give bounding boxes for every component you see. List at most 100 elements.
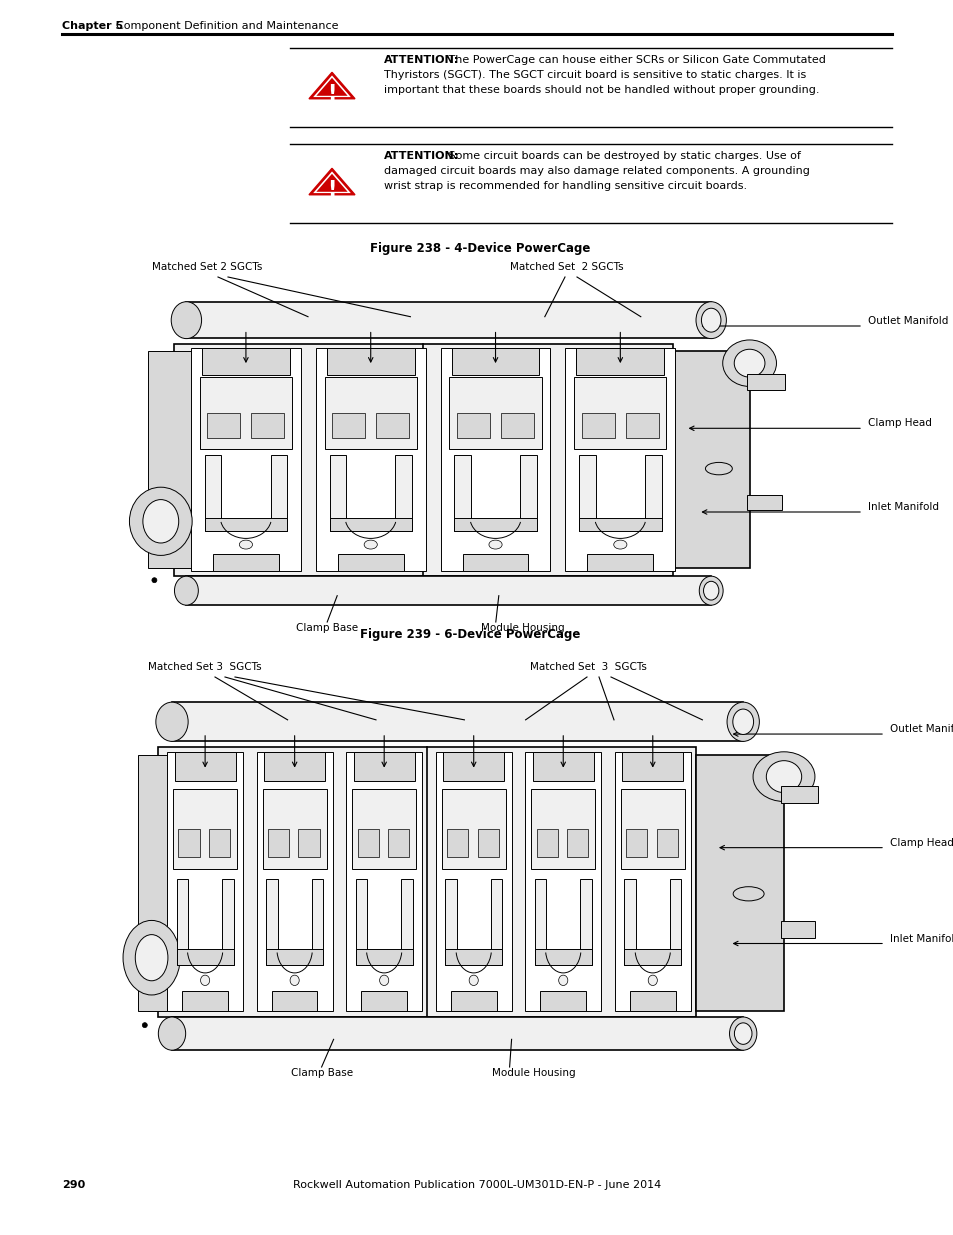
Bar [536, 829, 558, 857]
Bar [352, 789, 416, 869]
Text: Inlet Manifold: Inlet Manifold [889, 934, 953, 944]
Text: !: ! [327, 84, 336, 104]
Text: Matched Set  3  SGCTs: Matched Set 3 SGCTs [530, 662, 646, 672]
Bar [576, 348, 663, 375]
Text: damaged circuit boards may also damage related components. A grounding: damaged circuit boards may also damage r… [384, 165, 809, 177]
Bar [337, 553, 403, 572]
Bar [388, 829, 409, 857]
Bar [205, 517, 287, 531]
Bar [451, 348, 538, 375]
Bar [620, 789, 684, 869]
Ellipse shape [700, 309, 720, 332]
Bar [477, 829, 498, 857]
Polygon shape [309, 168, 355, 195]
Bar [539, 990, 585, 1011]
Bar [271, 456, 287, 531]
Polygon shape [313, 75, 351, 98]
Ellipse shape [200, 976, 210, 986]
Bar [451, 990, 496, 1011]
Bar [148, 351, 193, 568]
Bar [629, 990, 675, 1011]
Text: ATTENTION:: ATTENTION: [384, 151, 458, 161]
Bar [746, 495, 781, 510]
Ellipse shape [174, 577, 198, 605]
Polygon shape [309, 73, 355, 99]
Bar [138, 756, 178, 1011]
Bar [182, 990, 228, 1011]
Text: Some circuit boards can be destroyed by static charges. Use of: Some circuit boards can be destroyed by … [444, 151, 800, 161]
Bar [644, 456, 660, 531]
Bar [401, 879, 413, 965]
Bar [456, 412, 490, 438]
Bar [441, 789, 505, 869]
Bar [355, 879, 367, 965]
Text: ATTENTION:: ATTENTION: [384, 56, 458, 65]
Ellipse shape [290, 976, 299, 986]
Bar [587, 553, 653, 572]
Text: Outlet Manifold: Outlet Manifold [867, 316, 947, 326]
Text: Module Housing: Module Housing [491, 1068, 575, 1078]
Text: !: ! [327, 179, 336, 200]
Text: Matched Set 2 SGCTs: Matched Set 2 SGCTs [152, 262, 262, 272]
Bar [436, 752, 511, 1011]
Bar [440, 348, 550, 572]
Bar [327, 348, 415, 375]
Bar [357, 829, 378, 857]
Ellipse shape [152, 578, 156, 583]
Bar [354, 752, 415, 781]
Ellipse shape [734, 1023, 751, 1045]
Bar [445, 950, 501, 965]
Bar [565, 348, 675, 572]
Bar [578, 517, 660, 531]
Text: Clamp Head: Clamp Head [867, 419, 931, 429]
Bar [172, 1016, 742, 1050]
Bar [222, 879, 233, 965]
Text: Clamp Head: Clamp Head [889, 837, 953, 847]
Bar [449, 377, 541, 448]
Text: Figure 239 - 6-Device PowerCage: Figure 239 - 6-Device PowerCage [359, 629, 579, 641]
Bar [579, 879, 591, 965]
Ellipse shape [130, 487, 192, 556]
Bar [173, 343, 672, 576]
Bar [329, 456, 346, 531]
Bar [256, 752, 333, 1011]
Bar [491, 879, 501, 965]
Text: Component Definition and Maintenance: Component Definition and Maintenance [116, 21, 338, 31]
Text: Outlet Manifold: Outlet Manifold [889, 724, 953, 734]
Polygon shape [313, 172, 351, 193]
Text: Figure 238 - 4-Device PowerCage: Figure 238 - 4-Device PowerCage [370, 242, 590, 254]
Ellipse shape [732, 709, 753, 735]
Bar [176, 950, 233, 965]
Bar [519, 456, 537, 531]
Ellipse shape [155, 703, 188, 741]
Bar [695, 756, 783, 1011]
Bar [266, 950, 323, 965]
Text: wrist strap is recommended for handling sensitive circuit boards.: wrist strap is recommended for handling … [384, 182, 746, 191]
Ellipse shape [239, 540, 253, 550]
Bar [625, 412, 659, 438]
Ellipse shape [699, 577, 722, 605]
Bar [312, 879, 323, 965]
Bar [268, 829, 289, 857]
Bar [199, 377, 292, 448]
Bar [178, 829, 199, 857]
Bar [500, 412, 534, 438]
Text: Thyristors (SGCT). The SGCT circuit board is sensitive to static charges. It is: Thyristors (SGCT). The SGCT circuit boar… [384, 70, 805, 80]
Ellipse shape [123, 920, 180, 995]
Bar [656, 829, 678, 857]
Bar [202, 348, 290, 375]
Ellipse shape [379, 976, 388, 986]
Bar [361, 990, 407, 1011]
Bar [532, 752, 593, 781]
Text: Clamp Base: Clamp Base [291, 1068, 353, 1078]
Ellipse shape [734, 350, 764, 377]
Text: important that these boards should not be handled without proper grounding.: important that these boards should not b… [384, 85, 819, 95]
Bar [525, 752, 600, 1011]
Ellipse shape [143, 500, 178, 543]
Ellipse shape [702, 582, 719, 600]
Bar [672, 351, 749, 568]
Ellipse shape [469, 976, 477, 986]
Ellipse shape [704, 462, 732, 474]
Bar [574, 377, 666, 448]
Bar [205, 456, 221, 531]
